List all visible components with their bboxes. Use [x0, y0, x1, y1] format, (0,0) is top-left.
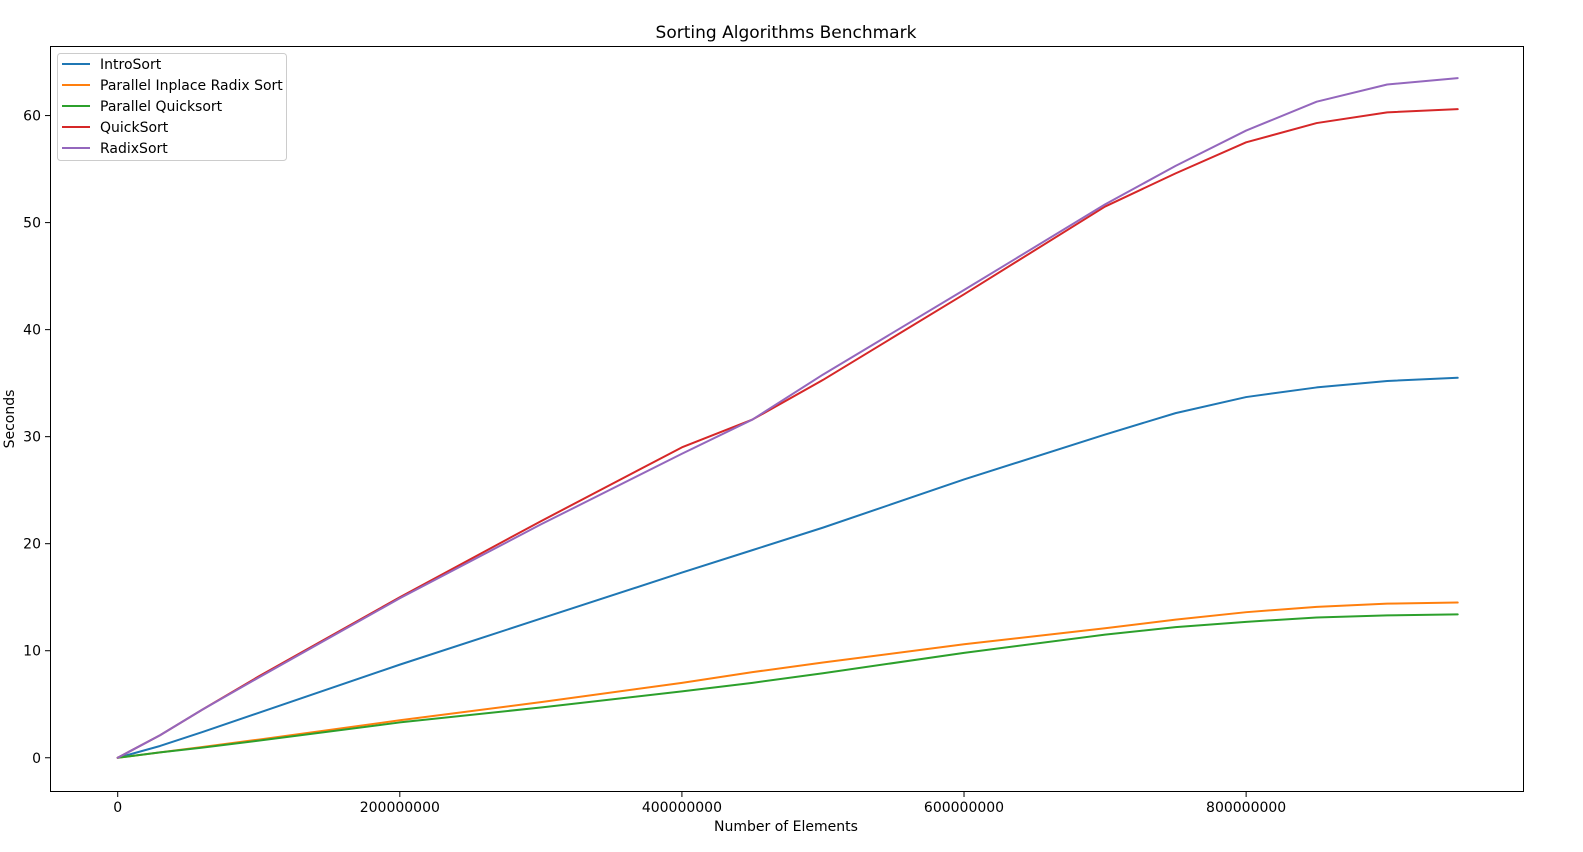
x-axis-label: Number of Elements — [714, 819, 858, 835]
y-tick-label: 20 — [23, 537, 41, 553]
x-tick-label: 800000000 — [1206, 800, 1286, 816]
legend-label: Parallel Quicksort — [100, 99, 223, 115]
chart-title: Sorting Algorithms Benchmark — [656, 23, 917, 43]
series-line-3 — [116, 108, 1459, 759]
series-line-1 — [116, 601, 1459, 759]
legend-label: IntroSort — [100, 57, 162, 73]
x-tick-label: 200000000 — [360, 800, 440, 816]
plot-frame — [50, 46, 1524, 792]
y-tick-label: 60 — [23, 109, 41, 125]
plot-lines — [116, 77, 1459, 759]
legend-label: QuickSort — [100, 120, 169, 136]
x-axis-ticks: 0 200000000 400000000 600000000 800000000 — [113, 792, 1286, 816]
legend-box — [57, 53, 287, 161]
y-tick-label: 10 — [23, 644, 41, 660]
series-line-0 — [116, 376, 1459, 759]
y-tick-label: 30 — [23, 430, 41, 446]
y-tick-label: 50 — [23, 216, 41, 232]
x-tick-label: 600000000 — [924, 800, 1004, 816]
series-line-2 — [116, 613, 1459, 759]
x-tick-label: 0 — [113, 800, 122, 816]
series-line-4 — [116, 77, 1459, 759]
legend-label: RadixSort — [100, 141, 168, 157]
x-tick-label: 400000000 — [642, 800, 722, 816]
y-tick-label: 0 — [32, 751, 41, 767]
y-tick-label: 40 — [23, 323, 41, 339]
y-axis-label: Seconds — [2, 390, 18, 449]
y-axis-ticks: 0 10 20 30 40 50 60 — [23, 109, 50, 767]
legend-label: Parallel Inplace Radix Sort — [100, 78, 283, 94]
legend: IntroSort Parallel Inplace Radix Sort Para… — [57, 53, 287, 161]
